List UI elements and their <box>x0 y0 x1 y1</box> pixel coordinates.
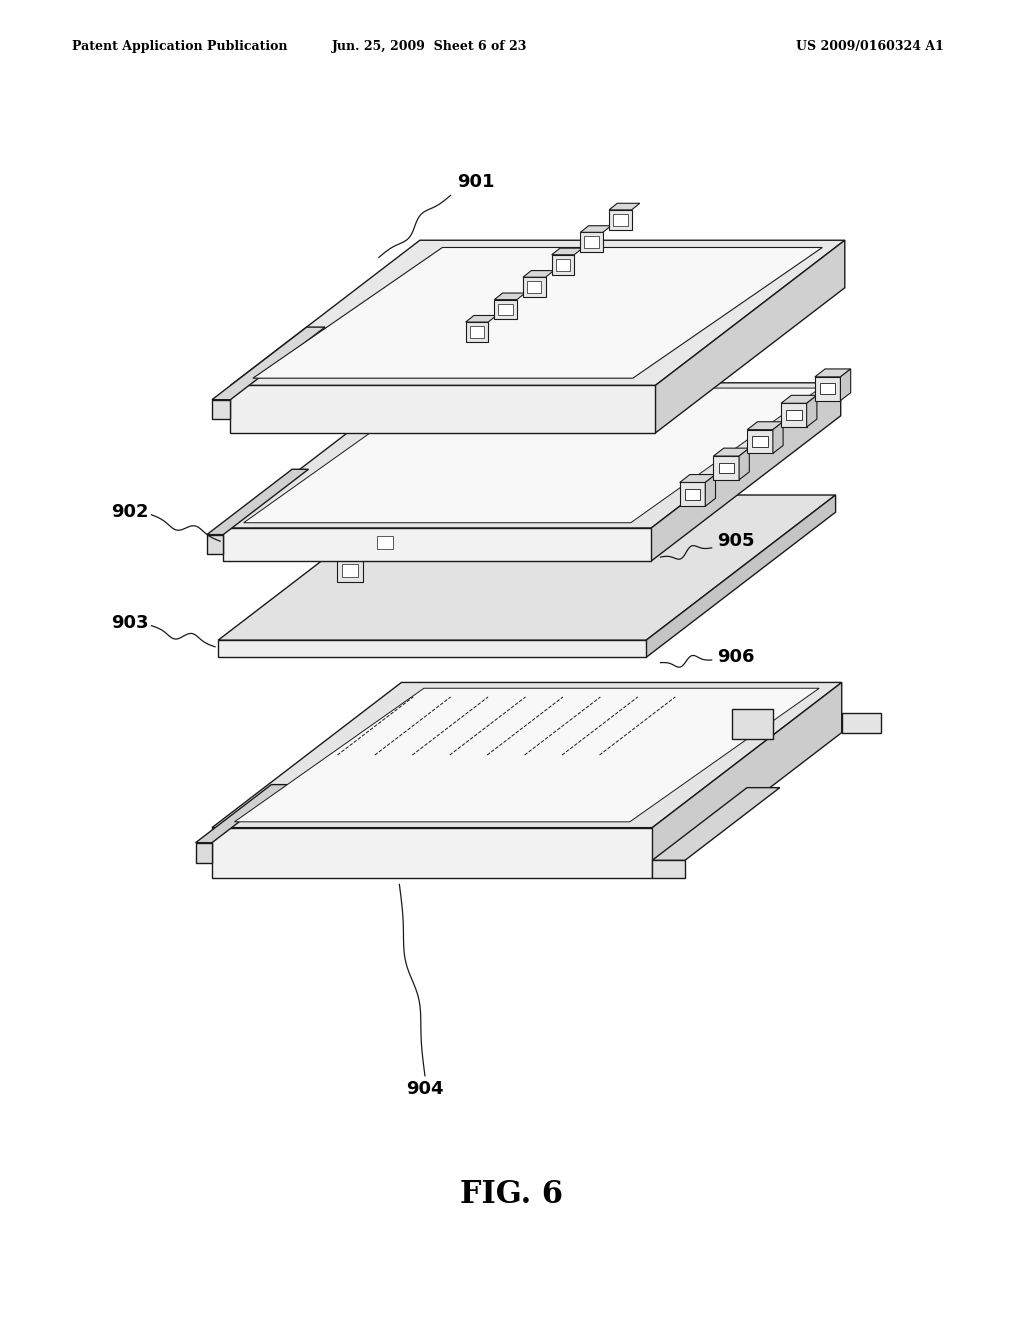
Polygon shape <box>244 388 820 523</box>
Text: 903: 903 <box>111 614 148 632</box>
Polygon shape <box>841 370 851 401</box>
Polygon shape <box>807 396 817 428</box>
Polygon shape <box>781 404 807 428</box>
Text: 904: 904 <box>407 1080 443 1098</box>
Polygon shape <box>581 232 603 252</box>
Polygon shape <box>407 495 442 503</box>
Polygon shape <box>234 688 819 822</box>
Polygon shape <box>815 378 841 401</box>
Text: Patent Application Publication: Patent Application Publication <box>72 40 287 53</box>
Polygon shape <box>212 828 652 878</box>
Polygon shape <box>441 475 468 499</box>
Polygon shape <box>495 293 525 300</box>
Polygon shape <box>714 457 739 480</box>
Text: US 2009/0160324 A1: US 2009/0160324 A1 <box>797 40 944 53</box>
Text: 906: 906 <box>717 648 755 667</box>
Text: Jun. 25, 2009  Sheet 6 of 23: Jun. 25, 2009 Sheet 6 of 23 <box>333 40 527 53</box>
Polygon shape <box>499 304 513 315</box>
Polygon shape <box>652 682 842 878</box>
Polygon shape <box>652 788 780 861</box>
Polygon shape <box>441 467 477 475</box>
Polygon shape <box>253 247 822 378</box>
Polygon shape <box>820 384 836 395</box>
Polygon shape <box>523 277 546 297</box>
Polygon shape <box>552 248 583 255</box>
Polygon shape <box>786 411 802 421</box>
Polygon shape <box>470 326 484 338</box>
Polygon shape <box>466 322 488 342</box>
Polygon shape <box>377 536 393 549</box>
Polygon shape <box>223 383 841 528</box>
Polygon shape <box>748 422 783 430</box>
Polygon shape <box>655 240 845 433</box>
Polygon shape <box>196 842 212 863</box>
Polygon shape <box>230 385 655 433</box>
Polygon shape <box>815 370 851 378</box>
Polygon shape <box>523 271 554 277</box>
Polygon shape <box>781 396 817 404</box>
Polygon shape <box>337 550 373 558</box>
Polygon shape <box>230 240 845 385</box>
Polygon shape <box>372 531 398 554</box>
Polygon shape <box>651 383 841 561</box>
Polygon shape <box>207 535 223 554</box>
Polygon shape <box>680 483 706 507</box>
Polygon shape <box>218 495 836 640</box>
Polygon shape <box>753 436 768 446</box>
Text: FIG. 6: FIG. 6 <box>461 1179 563 1210</box>
Polygon shape <box>706 475 716 507</box>
Polygon shape <box>466 315 497 322</box>
Polygon shape <box>739 449 750 480</box>
Polygon shape <box>527 281 542 293</box>
Polygon shape <box>372 523 408 531</box>
Polygon shape <box>223 528 651 561</box>
Polygon shape <box>613 214 628 226</box>
Polygon shape <box>581 226 611 232</box>
Polygon shape <box>585 236 599 248</box>
Polygon shape <box>552 255 574 275</box>
Polygon shape <box>196 784 288 842</box>
Polygon shape <box>212 327 326 400</box>
Polygon shape <box>680 475 716 483</box>
Polygon shape <box>337 558 364 582</box>
Polygon shape <box>719 463 734 474</box>
Polygon shape <box>609 203 640 210</box>
Polygon shape <box>652 861 685 878</box>
Text: 901: 901 <box>458 173 495 191</box>
Polygon shape <box>646 495 836 657</box>
Polygon shape <box>412 508 428 521</box>
Polygon shape <box>556 259 570 271</box>
Polygon shape <box>342 564 358 577</box>
Polygon shape <box>212 682 842 828</box>
Polygon shape <box>212 400 230 418</box>
Polygon shape <box>748 430 773 454</box>
Polygon shape <box>609 210 632 230</box>
Polygon shape <box>685 490 700 500</box>
Polygon shape <box>495 300 517 319</box>
Polygon shape <box>714 449 750 457</box>
Polygon shape <box>446 480 463 494</box>
Polygon shape <box>218 640 646 657</box>
Polygon shape <box>842 713 881 733</box>
Polygon shape <box>207 470 308 535</box>
Polygon shape <box>407 503 433 527</box>
Polygon shape <box>773 422 783 454</box>
Text: 905: 905 <box>717 532 755 550</box>
Polygon shape <box>731 709 772 739</box>
Text: 902: 902 <box>111 503 148 521</box>
